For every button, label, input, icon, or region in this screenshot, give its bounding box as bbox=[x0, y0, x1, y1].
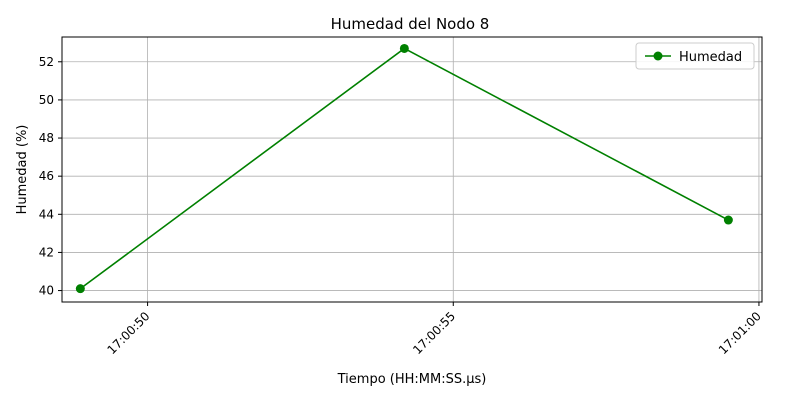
y-tick-label: 44 bbox=[39, 207, 54, 221]
x-tick-label: 17:01:00 bbox=[716, 309, 764, 357]
x-tick-label: 17:00:55 bbox=[410, 309, 458, 357]
y-tick-label: 46 bbox=[39, 169, 54, 183]
grid-lines bbox=[62, 37, 762, 302]
y-tick-label: 52 bbox=[39, 55, 54, 69]
plot-frame bbox=[61, 36, 763, 303]
x-axis-label: Tiempo (HH:MM:SS.µs) bbox=[337, 372, 487, 387]
chart-title: Humedad del Nodo 8 bbox=[331, 15, 490, 33]
y-tick-label: 42 bbox=[39, 245, 54, 259]
series-humedad bbox=[75, 43, 733, 294]
x-tick-label: 17:00:50 bbox=[105, 309, 153, 357]
y-tick-label: 50 bbox=[39, 93, 54, 107]
legend-label: Humedad bbox=[679, 50, 742, 65]
y-tick-label: 48 bbox=[39, 131, 54, 145]
data-point bbox=[723, 215, 733, 225]
legend: Humedad bbox=[635, 42, 755, 70]
y-axis-label: Humedad (%) bbox=[15, 125, 30, 215]
legend-box bbox=[635, 42, 755, 70]
y-tick-label: 40 bbox=[39, 284, 54, 298]
data-point bbox=[75, 284, 85, 294]
data-point bbox=[399, 43, 409, 53]
legend-swatch-marker bbox=[653, 51, 663, 61]
